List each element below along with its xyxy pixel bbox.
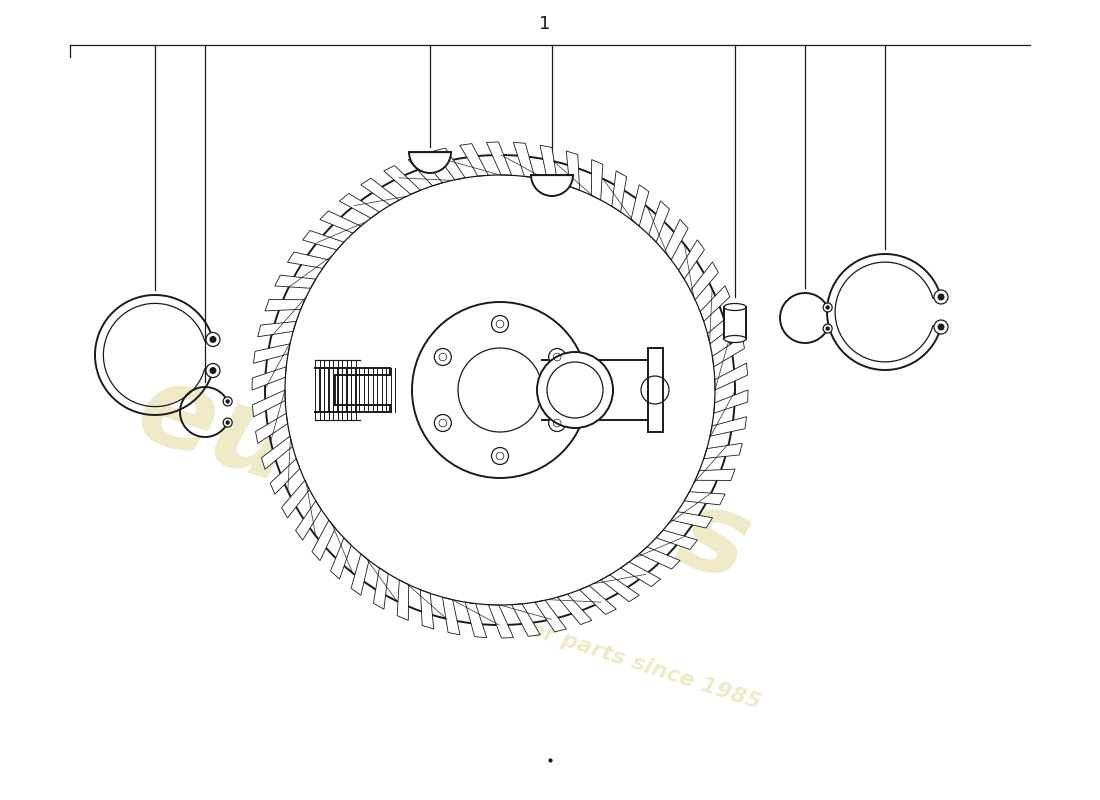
Polygon shape — [684, 492, 725, 505]
Polygon shape — [664, 219, 689, 260]
Circle shape — [537, 352, 613, 428]
Polygon shape — [714, 390, 748, 414]
Circle shape — [458, 348, 542, 432]
Polygon shape — [488, 605, 514, 638]
Circle shape — [549, 349, 565, 366]
Polygon shape — [271, 458, 300, 494]
Polygon shape — [296, 501, 321, 540]
Circle shape — [209, 336, 217, 343]
Circle shape — [549, 414, 565, 431]
Polygon shape — [253, 344, 290, 363]
Polygon shape — [704, 443, 742, 458]
Polygon shape — [679, 240, 704, 279]
Circle shape — [434, 349, 451, 366]
Polygon shape — [486, 142, 512, 175]
Text: 1: 1 — [539, 15, 551, 33]
Polygon shape — [408, 155, 442, 186]
Polygon shape — [620, 562, 661, 586]
Polygon shape — [361, 178, 399, 205]
Polygon shape — [707, 310, 738, 344]
Polygon shape — [514, 142, 535, 178]
Text: euro: euro — [123, 352, 437, 548]
Wedge shape — [409, 152, 451, 173]
Polygon shape — [433, 148, 465, 180]
Polygon shape — [312, 520, 336, 561]
Polygon shape — [601, 575, 639, 602]
Circle shape — [825, 326, 829, 330]
Polygon shape — [442, 597, 460, 634]
Polygon shape — [320, 211, 361, 233]
Circle shape — [823, 303, 833, 312]
Polygon shape — [695, 469, 735, 481]
Polygon shape — [420, 590, 433, 629]
Polygon shape — [255, 414, 287, 443]
Polygon shape — [710, 417, 747, 436]
Polygon shape — [540, 146, 558, 183]
Circle shape — [825, 306, 829, 310]
Polygon shape — [275, 275, 316, 288]
Polygon shape — [262, 436, 293, 470]
Polygon shape — [612, 171, 627, 212]
Polygon shape — [701, 286, 729, 322]
Circle shape — [226, 399, 230, 404]
Text: a passion for parts since 1985: a passion for parts since 1985 — [397, 577, 763, 713]
Circle shape — [209, 367, 217, 374]
Bar — [724, 307, 746, 339]
Polygon shape — [713, 337, 745, 366]
Ellipse shape — [724, 335, 746, 342]
Circle shape — [937, 294, 945, 301]
Ellipse shape — [724, 303, 746, 310]
Polygon shape — [512, 604, 540, 636]
Polygon shape — [649, 201, 670, 242]
Polygon shape — [287, 252, 329, 268]
Polygon shape — [592, 159, 603, 200]
Polygon shape — [580, 586, 616, 614]
Circle shape — [223, 418, 232, 427]
Circle shape — [492, 447, 508, 465]
Polygon shape — [252, 366, 286, 390]
Polygon shape — [715, 363, 748, 390]
Text: Parts: Parts — [416, 396, 764, 604]
Polygon shape — [566, 151, 580, 190]
Polygon shape — [691, 262, 718, 300]
Circle shape — [434, 414, 451, 431]
Circle shape — [492, 315, 508, 333]
Polygon shape — [302, 230, 344, 250]
Polygon shape — [460, 144, 488, 176]
Polygon shape — [282, 480, 309, 518]
Polygon shape — [535, 600, 566, 632]
Circle shape — [934, 320, 948, 334]
Circle shape — [934, 290, 948, 304]
Polygon shape — [656, 530, 697, 550]
Circle shape — [223, 397, 232, 406]
Circle shape — [265, 155, 735, 625]
Polygon shape — [397, 580, 409, 621]
Polygon shape — [465, 602, 486, 638]
Polygon shape — [351, 554, 369, 595]
Polygon shape — [373, 568, 388, 609]
Circle shape — [412, 302, 588, 478]
Circle shape — [937, 323, 945, 330]
Polygon shape — [265, 299, 305, 311]
Circle shape — [823, 324, 833, 333]
Circle shape — [206, 363, 220, 378]
Polygon shape — [330, 538, 351, 579]
Polygon shape — [631, 185, 649, 226]
Bar — [648, 348, 662, 432]
Polygon shape — [558, 594, 592, 625]
Wedge shape — [531, 175, 573, 196]
Polygon shape — [340, 194, 379, 218]
Polygon shape — [252, 390, 285, 417]
Polygon shape — [639, 547, 680, 569]
Circle shape — [226, 420, 230, 425]
Polygon shape — [257, 322, 296, 337]
Polygon shape — [671, 512, 713, 528]
Circle shape — [206, 333, 220, 346]
Polygon shape — [384, 166, 420, 194]
